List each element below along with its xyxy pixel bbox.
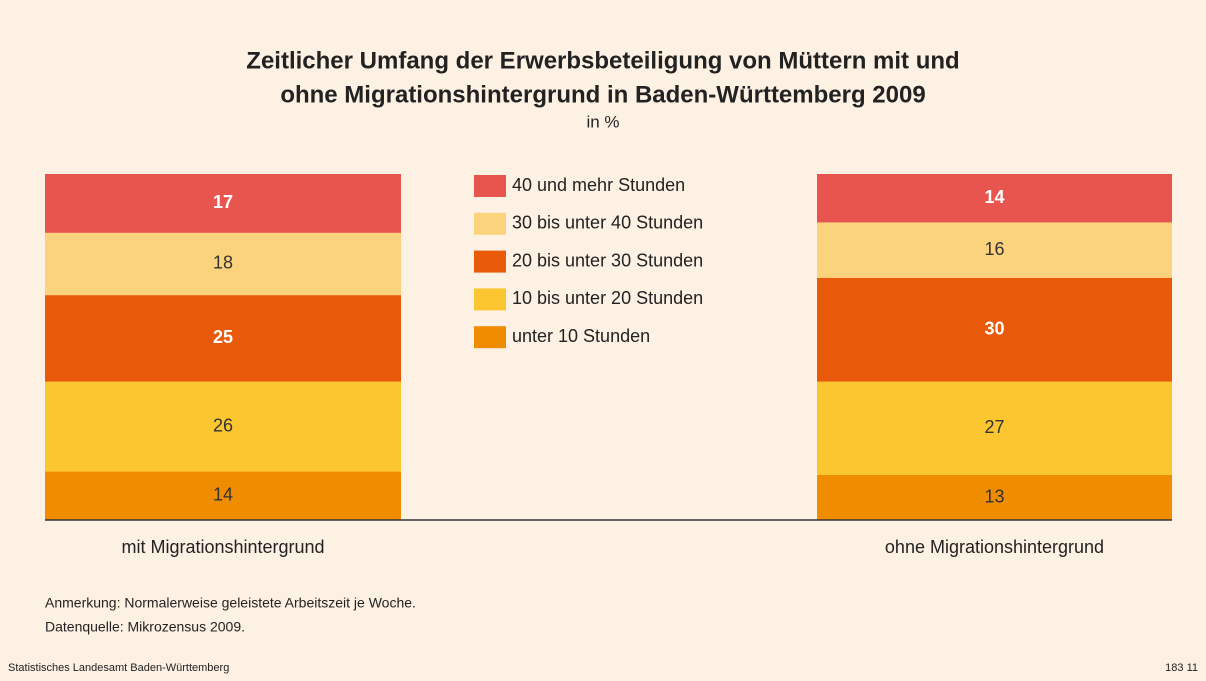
value-label: 16 <box>984 239 1004 259</box>
legend-swatch <box>474 326 506 349</box>
bar-segment <box>817 222 1172 278</box>
bar-segment <box>45 232 401 296</box>
value-label: 13 <box>984 486 1004 506</box>
bar-segment <box>817 277 1172 382</box>
value-label: 14 <box>213 485 233 505</box>
legend-swatch <box>474 212 506 235</box>
note: Datenquelle: Mikrozensus 2009. <box>45 619 245 635</box>
legend-swatch <box>474 175 506 197</box>
footer-code: 183 11 <box>1165 662 1198 674</box>
value-label: 17 <box>213 192 233 212</box>
legend-label: 40 und mehr Stunden <box>512 175 685 195</box>
bar-segment <box>45 381 401 472</box>
bar-segment <box>45 174 401 233</box>
legend-swatch <box>474 288 506 311</box>
x-tick-label: mit Migrationshintergrund <box>121 537 324 557</box>
value-label: 26 <box>213 415 233 435</box>
chart-title: ohne Migrationshintergrund in Baden-Würt… <box>280 81 925 108</box>
note: Anmerkung: Normalerweise geleistete Arbe… <box>45 595 416 611</box>
value-label: 30 <box>984 318 1004 338</box>
x-tick-label: ohne Migrationshintergrund <box>885 537 1104 557</box>
legend-swatch <box>474 250 506 273</box>
legend-label: 30 bis unter 40 Stunden <box>512 213 703 233</box>
chart-subtitle: in % <box>586 112 619 131</box>
bar-segment <box>817 174 1172 223</box>
footer: Statistisches Landesamt Baden-Württember… <box>8 662 229 674</box>
bar-segment <box>817 381 1172 476</box>
bar-segment <box>45 295 401 382</box>
bar-segment <box>45 471 401 520</box>
legend-label: 10 bis unter 20 Stunden <box>512 288 703 308</box>
value-label: 14 <box>984 187 1004 207</box>
value-label: 18 <box>213 253 233 273</box>
legend-label: 20 bis unter 30 Stunden <box>512 250 703 270</box>
legend-label: unter 10 Stunden <box>512 326 650 346</box>
bar-segment <box>817 475 1172 520</box>
chart-title: Zeitlicher Umfang der Erwerbsbeteiligung… <box>246 47 959 74</box>
value-label: 27 <box>984 417 1004 437</box>
value-label: 25 <box>213 327 233 347</box>
